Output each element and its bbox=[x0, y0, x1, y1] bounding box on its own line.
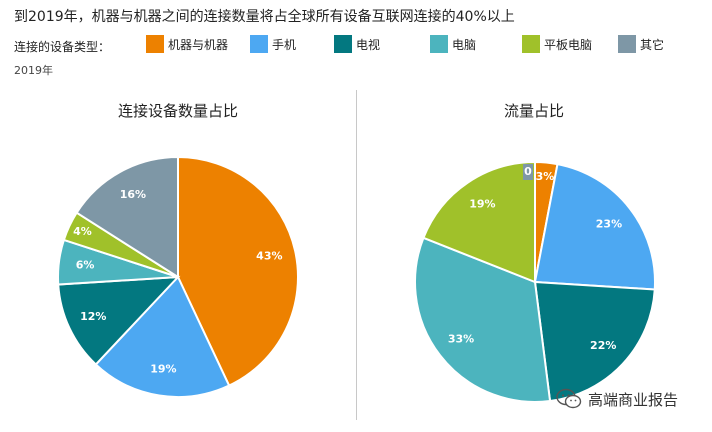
legend-item-other: 其它 bbox=[618, 34, 664, 54]
legend-swatch bbox=[618, 35, 636, 53]
chart-divider bbox=[356, 90, 357, 420]
year-label: 2019年 bbox=[14, 64, 53, 77]
pie-slice bbox=[533, 280, 656, 403]
wechat-icon bbox=[556, 388, 582, 409]
legend-label: 连接的设备类型： bbox=[14, 40, 111, 54]
legend-text: 平板电脑 bbox=[544, 37, 593, 52]
pie-slice-label: 19% bbox=[469, 198, 495, 211]
legend-text: 电视 bbox=[356, 37, 381, 52]
legend-swatch bbox=[146, 35, 164, 53]
pie-slice bbox=[75, 155, 179, 279]
pie-traffic: 3% 23% 22% 33% 19% 0 bbox=[414, 160, 656, 403]
legend-swatch bbox=[430, 35, 448, 53]
legend-item-pc: 电脑 bbox=[430, 34, 476, 54]
pie-title-traffic: 流量占比 bbox=[503, 102, 565, 120]
pie-slice-label: 16% bbox=[120, 188, 146, 201]
pie-slice bbox=[57, 275, 181, 366]
pie-slice-label: 33% bbox=[448, 332, 474, 345]
pie-devices: 43% 19% 12% 6% 4% 16% bbox=[57, 155, 299, 398]
legend-item-phone: 手机 bbox=[250, 34, 296, 54]
legend-item-tablet: 平板电脑 bbox=[522, 34, 592, 54]
legend-text: 手机 bbox=[272, 37, 297, 52]
legend-swatch bbox=[334, 35, 352, 53]
legend-text: 电脑 bbox=[452, 37, 477, 52]
legend-text: 机器与机器 bbox=[168, 37, 229, 52]
chart-main-title: 到2019年，机器与机器之间的连接数量将占全球所有设备互联网连接的40%以上 bbox=[14, 9, 515, 25]
pie-slice-label: 6% bbox=[76, 258, 95, 271]
pie-slice bbox=[94, 275, 231, 398]
watermark-text: 高端商业报告 bbox=[588, 390, 679, 409]
legend-swatch bbox=[522, 35, 540, 53]
legend-swatch bbox=[250, 35, 268, 53]
pie-slice-label: 0 bbox=[524, 165, 532, 178]
watermark: 高端商业报告 bbox=[556, 388, 678, 410]
pie-slice-label: 22% bbox=[590, 339, 616, 352]
legend-item-tv: 电视 bbox=[334, 34, 380, 54]
pie-slice bbox=[533, 162, 656, 291]
pie-slice-label: 19% bbox=[150, 362, 176, 375]
pie-slice-label: 23% bbox=[596, 218, 622, 231]
pie-slice-label: 43% bbox=[256, 250, 282, 263]
pie-slice bbox=[422, 160, 536, 284]
pie-slice-label: 3% bbox=[536, 170, 555, 183]
legend-item-m2m: 机器与机器 bbox=[146, 34, 228, 54]
pie-title-devices: 连接设备数量占比 bbox=[117, 102, 239, 120]
pie-slice-label: 4% bbox=[73, 225, 92, 238]
pie-slice bbox=[414, 236, 552, 403]
pie-zero-marker bbox=[523, 164, 533, 180]
pie-slice-label: 12% bbox=[80, 310, 106, 323]
legend-text: 其它 bbox=[640, 37, 665, 52]
pie-slice bbox=[177, 155, 299, 387]
